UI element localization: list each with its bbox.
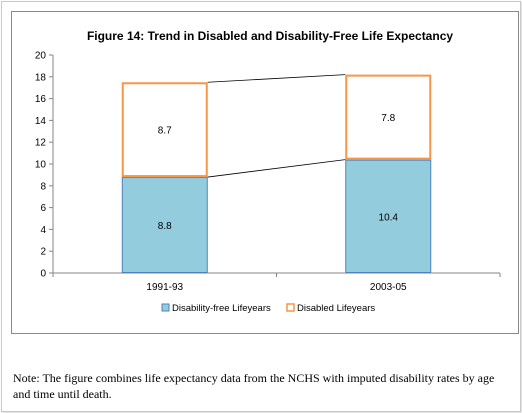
- y-tick-label: 2: [40, 247, 46, 258]
- bar-disabled: [345, 74, 432, 160]
- y-tick-label: 10: [35, 160, 47, 171]
- bar-disability-free: [121, 177, 208, 273]
- legend-label: Disability-free Lifeyears: [172, 303, 271, 314]
- legend-label: Disabled Lifeyears: [297, 303, 375, 314]
- x-tick-label: 1991-93: [146, 282, 183, 293]
- y-tick-label: 6: [40, 203, 46, 214]
- legend-swatch: [161, 303, 170, 312]
- data-label: 7.8: [381, 113, 395, 124]
- y-tick-label: 0: [40, 269, 46, 280]
- y-tick-label: 18: [35, 72, 47, 83]
- plot-area: 0 2 4 6 8 10 12 14 16 18 20 8.8 8.7 1991-93 10.4 7.8 200…: [35, 51, 501, 293]
- figure-note: Note: The figure combines life expectanc…: [13, 371, 495, 401]
- y-tick-label: 16: [35, 94, 47, 105]
- data-label: 8.8: [158, 221, 172, 232]
- chart-container: Figure 14: Trend in Disabled and Disabil…: [11, 11, 519, 334]
- legend: Disability-free Lifeyears Disabled Lifeye…: [161, 303, 375, 314]
- data-label: 8.7: [158, 126, 172, 137]
- bar-disabled: [121, 82, 208, 178]
- series-connector-line: [207, 74, 346, 83]
- y-tick-label: 4: [40, 225, 46, 236]
- data-label: 10.4: [379, 212, 399, 223]
- y-tick-label: 20: [35, 51, 47, 62]
- bar-disability-free: [345, 159, 432, 273]
- x-tick-label: 2003-05: [370, 282, 407, 293]
- stacked-bar-chart: Figure 14: Trend in Disabled and Disabil…: [35, 29, 501, 314]
- y-tick-label: 12: [35, 138, 47, 149]
- chart-title: Figure 14: Trend in Disabled and Disabil…: [87, 29, 453, 43]
- y-tick-label: 14: [35, 116, 47, 127]
- y-tick-label: 8: [40, 181, 46, 192]
- legend-swatch: [286, 303, 295, 312]
- series-connector-line: [207, 159, 346, 178]
